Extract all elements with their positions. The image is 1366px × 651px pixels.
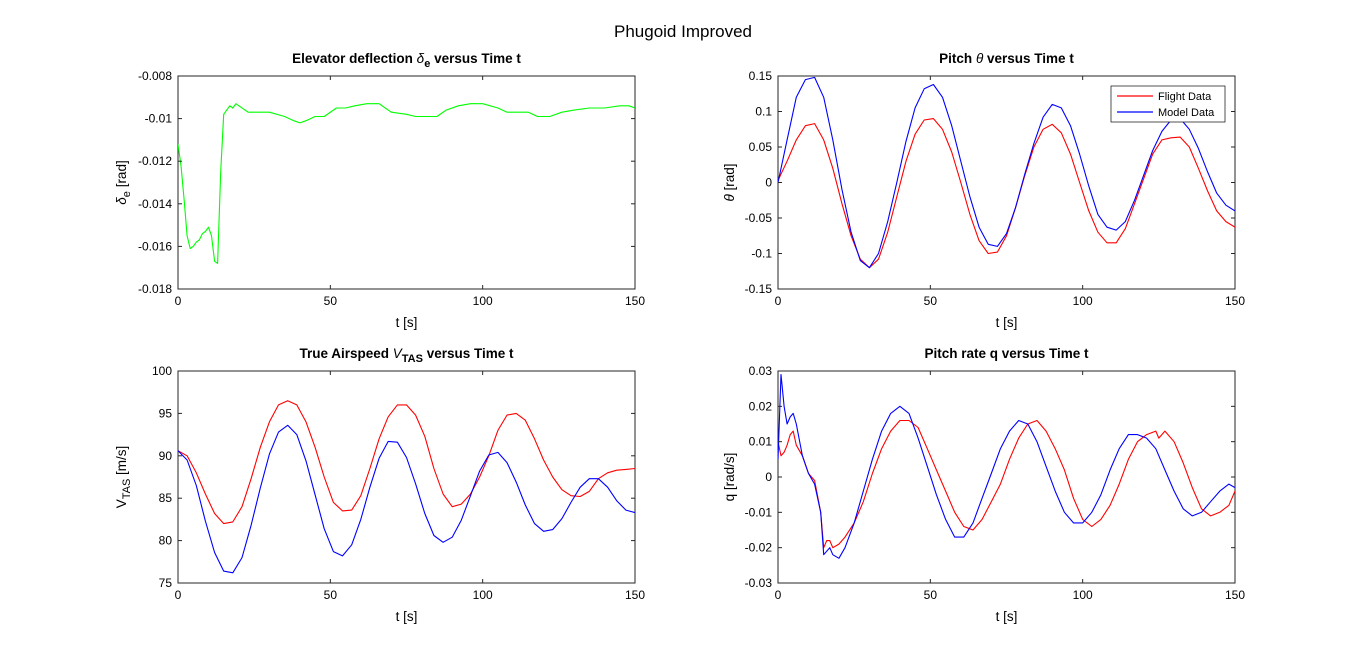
series-line-model-data [778, 373, 1235, 559]
x-tick-label: 50 [924, 294, 938, 308]
subplots: 0 50 100 150 -0.018 -0.016 -0.014 -0.012 -0.01 -0… [114, 51, 1245, 624]
axes-box [777, 370, 1236, 584]
y-tick-label: 0 [765, 176, 772, 190]
x-axis-label: t [s] [996, 315, 1018, 330]
legend-box [1110, 85, 1226, 123]
x-tick-label: 100 [473, 588, 493, 602]
y-axis-label: θ [rad] [722, 163, 737, 201]
x-tick-label: 100 [1073, 294, 1093, 308]
legend-entry: Flight Data [1158, 91, 1212, 103]
subplot-title: Pitch θ versus Time t [939, 51, 1074, 66]
x-tick-label: 150 [625, 294, 645, 308]
y-tick-label: 0.02 [749, 399, 773, 413]
x-tick-label: 50 [324, 294, 338, 308]
y-axis-label: VTAS [m/s] [114, 446, 133, 509]
series-line-model-data [778, 76, 1235, 269]
x-tick-label: 50 [924, 588, 938, 602]
y-tick-label: -0.15 [745, 282, 773, 296]
y-tick-label: 0.01 [749, 435, 773, 449]
series-line-series-1 [178, 103, 635, 264]
y-tick-label: 95 [159, 406, 173, 420]
x-tick-label: 100 [473, 294, 493, 308]
x-tick-label: 150 [1225, 588, 1245, 602]
axes-box [177, 75, 636, 290]
y-tick-label: -0.1 [751, 247, 772, 261]
y-tick-label: 75 [159, 576, 173, 590]
legend: Flight Data Model Data [1110, 85, 1226, 123]
y-tick-label: -0.05 [745, 211, 773, 225]
y-tick-label: 0.15 [749, 69, 773, 83]
series-line-flight-data [178, 400, 635, 525]
y-tick-label: -0.008 [138, 69, 172, 83]
y-tick-label: 90 [159, 449, 173, 463]
subplot-4: 0 50 100 150 -0.03 -0.02 -0.01 0 0.01 0.02 0.03 Pit… [722, 346, 1245, 624]
y-tick-label: 100 [152, 364, 172, 378]
subplot-3: 0 50 100 150 75 80 85 90 95 100 True Airspeed VTAS… [114, 346, 645, 624]
series-line-model-data [178, 424, 635, 574]
x-tick-label: 0 [175, 294, 182, 308]
y-tick-label: -0.01 [745, 505, 773, 519]
y-tick-label: 85 [159, 491, 173, 505]
x-tick-label: 150 [1225, 294, 1245, 308]
y-tick-label: -0.03 [745, 576, 773, 590]
x-tick-label: 50 [324, 588, 338, 602]
subplot-title: Elevator deflection δe versus Time t [292, 51, 521, 70]
x-axis-label: t [s] [996, 609, 1018, 624]
axes-box [177, 370, 636, 584]
subplot-1: 0 50 100 150 -0.018 -0.016 -0.014 -0.012 -0.01 -0… [114, 51, 645, 330]
x-tick-label: 150 [625, 588, 645, 602]
x-tick-label: 0 [175, 588, 182, 602]
y-tick-label: -0.016 [138, 239, 172, 253]
y-tick-label: -0.02 [745, 541, 773, 555]
subplot-2: 0 50 100 150 -0.15 -0.1 -0.05 0 0.05 0.1 0.15 Pitch… [722, 51, 1245, 330]
x-axis-label: t [s] [396, 609, 418, 624]
y-axis-label: q [rad/s] [722, 453, 737, 502]
series-line-flight-data [778, 118, 1235, 269]
x-tick-label: 0 [775, 294, 782, 308]
y-tick-label: 80 [159, 534, 173, 548]
y-tick-label: -0.018 [138, 282, 172, 296]
figure-title: Phugoid Improved [614, 22, 752, 41]
legend-entry: Model Data [1158, 107, 1215, 119]
x-tick-label: 100 [1073, 588, 1093, 602]
y-tick-label: 0.03 [749, 364, 773, 378]
x-axis-label: t [s] [396, 315, 418, 330]
y-tick-label: 0.05 [749, 140, 773, 154]
y-tick-label: 0 [765, 470, 772, 484]
subplot-title: True Airspeed VTAS versus Time t [299, 346, 514, 365]
y-tick-label: 0.1 [755, 105, 772, 119]
y-tick-label: -0.014 [138, 197, 172, 211]
x-tick-label: 0 [775, 588, 782, 602]
y-tick-label: -0.012 [138, 154, 172, 168]
y-tick-label: -0.01 [145, 112, 173, 126]
y-axis-label: δe [rad] [114, 160, 133, 204]
subplot-title: Pitch rate q versus Time t [924, 346, 1089, 361]
